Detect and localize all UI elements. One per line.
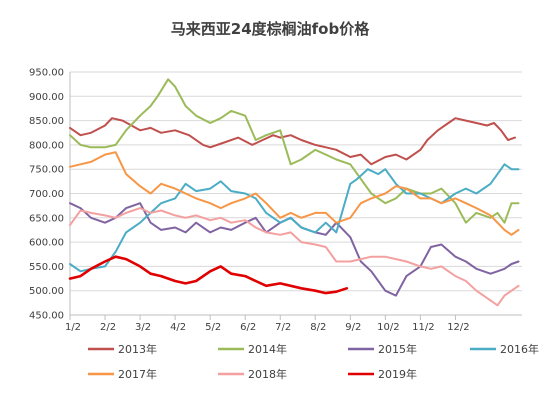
x-tick-label: 8/2 — [310, 322, 326, 333]
y-tick-label: 850.00 — [29, 116, 64, 127]
y-axis: 450.00 500.00 550.00 600.00 650.00 700.00 750.… — [29, 68, 71, 322]
x-tick-label: 5/2 — [205, 322, 221, 333]
legend-label: 2013年 — [118, 342, 157, 356]
legend-label: 2015年 — [378, 342, 417, 356]
y-tick-label: 950.00 — [29, 68, 64, 79]
x-tick-label: 1/2 — [65, 322, 81, 333]
legend-label: 2018年 — [248, 367, 287, 381]
y-tick-label: 550.00 — [29, 262, 64, 273]
series-line-5 — [69, 207, 520, 307]
series-line-2 — [69, 202, 520, 297]
y-tick-label: 600.00 — [29, 238, 64, 249]
chart-title: 马来西亚24度棕榈油fob价格 — [171, 20, 370, 38]
y-tick-label: 700.00 — [29, 189, 64, 200]
series-line-1 — [69, 78, 520, 224]
gridlines — [70, 71, 522, 316]
series-line-4 — [69, 151, 520, 236]
x-tick-label: 10/2 — [377, 322, 399, 333]
x-axis: 1/2 2/2 3/2 4/2 5/2 6/2 7/2 8/2 9/2 10/2 11/2 12/2 — [65, 314, 522, 333]
x-tick-label: 2/2 — [100, 322, 116, 333]
x-tick-label: 4/2 — [170, 322, 186, 333]
legend-label: 2014年 — [248, 342, 287, 356]
series-line-6 — [68, 255, 349, 295]
legend-label: 2017年 — [118, 367, 157, 381]
x-tick-label: 12/2 — [447, 322, 469, 333]
x-tick-label: 3/2 — [135, 322, 151, 333]
x-tick-label: 11/2 — [412, 322, 434, 333]
legend-label: 2016年 — [500, 342, 539, 356]
series-lines — [68, 78, 520, 307]
y-tick-label: 750.00 — [29, 165, 64, 176]
y-tick-label: 800.00 — [29, 140, 64, 151]
series-line-0 — [69, 117, 516, 166]
y-tick-label: 650.00 — [29, 213, 64, 224]
legend-label: 2019年 — [378, 367, 417, 381]
legend: 2013年 2014年 2015年 2016年 2017年 2018年 2019年 — [88, 342, 539, 381]
x-tick-label: 7/2 — [275, 322, 291, 333]
x-tick-label: 9/2 — [345, 322, 361, 333]
series-line-3 — [69, 163, 520, 273]
x-tick-label: 6/2 — [240, 322, 256, 333]
y-tick-label: 900.00 — [29, 92, 64, 103]
y-tick-label: 500.00 — [29, 286, 64, 297]
y-tick-label: 450.00 — [29, 311, 64, 322]
